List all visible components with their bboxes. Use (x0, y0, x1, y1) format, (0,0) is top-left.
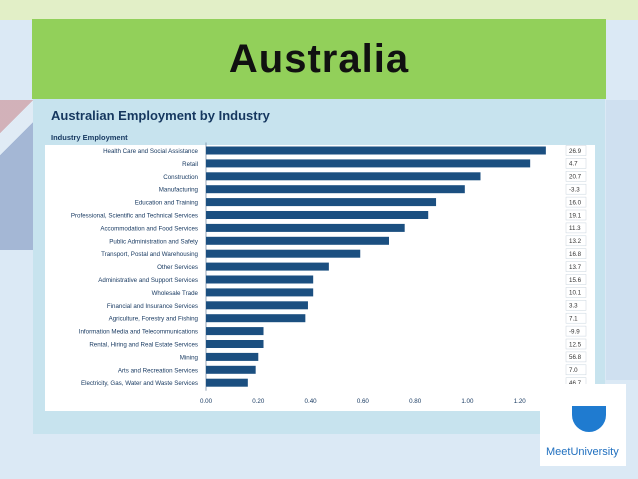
annotation-box (565, 171, 587, 182)
x-tick-label: 0.40 (305, 398, 318, 405)
category-label: Accommodation and Food Services (100, 225, 198, 232)
annotation-label: 15.6 (569, 277, 582, 284)
chart-subtitle: Industry Employment (51, 133, 128, 142)
background-panel (606, 100, 638, 380)
annotation-label: 46.7 (569, 380, 582, 387)
bar (206, 378, 248, 387)
annotation-box (565, 364, 587, 376)
logo-text: MeetUniversity (546, 446, 619, 458)
top-band (0, 0, 638, 20)
category-label: Retail (182, 161, 198, 168)
category-label: Financial and Insurance Services (107, 303, 198, 310)
annotation-label: 12.5 (569, 341, 582, 348)
slide-heading: Australia (228, 37, 410, 81)
bar (206, 198, 437, 207)
australian-flag-background (0, 100, 34, 250)
annotation-box (565, 145, 587, 156)
category-label: Manufacturing (159, 187, 199, 194)
annotation-label: 16.0 (569, 199, 582, 206)
bar (206, 275, 314, 284)
title-bar: Australia (32, 19, 606, 99)
annotation-box (565, 248, 587, 259)
meetuniversity-logo: MeetUniversity (540, 384, 626, 466)
annotation-label: 26.9 (569, 148, 582, 155)
annotation-box (565, 183, 587, 195)
x-tick-label: 0.80 (409, 398, 422, 405)
x-tick-label: 0.60 (357, 398, 370, 405)
x-tick-label: 0.20 (252, 398, 265, 405)
annotation-box (565, 351, 587, 363)
category-label: Other Services (157, 264, 198, 271)
annotation-label: 16.8 (569, 251, 582, 258)
annotation-label: -3.3 (569, 187, 580, 194)
category-label: Mining (180, 354, 199, 361)
x-tick-label: 1.20 (514, 398, 527, 405)
annotation-label: 11.3 (569, 225, 581, 232)
annotation-label: 3.3 (569, 303, 578, 310)
chart-title: Australian Employment by Industry (51, 108, 270, 123)
annotation-label: 7.0 (569, 367, 578, 374)
logo-mark-icon (572, 406, 606, 432)
annotation-box (565, 287, 587, 298)
bar (206, 314, 306, 323)
category-label: Public Administration and Safety (109, 238, 199, 245)
bar (206, 146, 546, 155)
category-label: Construction (163, 174, 198, 181)
category-label: Arts and Recreation Services (118, 367, 198, 374)
annotation-box (565, 196, 587, 208)
x-tick-label: 0.00 (200, 398, 213, 405)
annotation-label: 13.7 (569, 264, 582, 271)
annotation-box (565, 261, 587, 272)
annotation-box (565, 274, 587, 285)
category-label: Professional, Scientific and Technical S… (71, 213, 198, 220)
category-label: Rental, Hiring and Real Estate Services (89, 342, 198, 349)
bar (206, 249, 361, 258)
bar (206, 185, 465, 194)
employment-bar-chart: Health Care and Social Assistance 26.9 Ret… (71, 142, 587, 405)
annotation-label: 56.8 (569, 354, 582, 361)
bar (206, 236, 389, 245)
category-label: Agriculture, Forestry and Fishing (109, 316, 199, 323)
annotation-box (565, 338, 587, 350)
category-label: Education and Training (135, 200, 199, 207)
annotation-box (565, 158, 587, 169)
annotation-box (565, 300, 587, 311)
category-label: Information Media and Telecommunications (79, 329, 198, 336)
annotation-box (565, 325, 587, 337)
bar (206, 159, 531, 168)
annotation-box (565, 312, 587, 324)
category-label: Wholesale Trade (152, 290, 199, 297)
category-label: Health Care and Social Assistance (103, 148, 198, 155)
bar (206, 211, 429, 219)
category-label: Administrative and Support Services (98, 277, 198, 284)
bar (206, 352, 259, 361)
annotation-box (565, 222, 587, 234)
bar (206, 223, 405, 232)
x-tick-label: 1.00 (461, 398, 474, 405)
category-label: Electricity, Gas, Water and Waste Servic… (81, 380, 198, 387)
category-label: Transport, Postal and Warehousing (101, 251, 198, 258)
bar (206, 262, 329, 271)
bar (206, 340, 264, 348)
bar (206, 288, 314, 297)
annotation-label: 10.1 (569, 290, 582, 297)
bar (206, 365, 256, 374)
annotation-label: 20.7 (569, 174, 582, 181)
annotation-box (565, 235, 587, 247)
bar (206, 301, 308, 310)
annotation-label: -9.9 (569, 328, 580, 335)
annotation-label: 19.1 (569, 212, 582, 219)
annotation-label: 7.1 (569, 316, 578, 323)
annotation-box (565, 209, 587, 221)
annotation-label: 4.7 (569, 161, 578, 168)
bar (206, 327, 264, 336)
bar (206, 172, 481, 181)
annotation-label: 13.2 (569, 238, 582, 245)
